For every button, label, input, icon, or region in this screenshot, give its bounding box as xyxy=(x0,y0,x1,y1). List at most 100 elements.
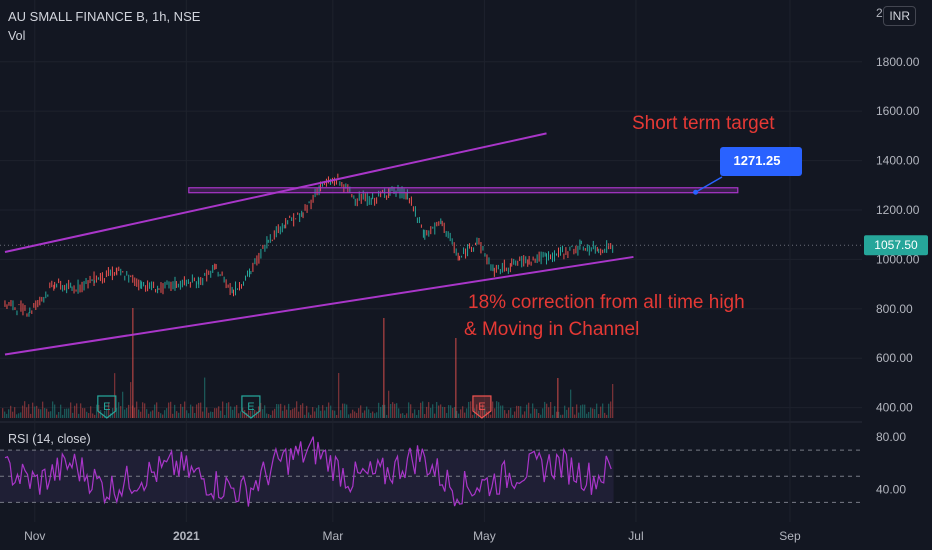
correction-text-line2[interactable]: & Moving in Channel xyxy=(464,319,639,340)
volume-bar xyxy=(262,409,264,418)
volume-bar xyxy=(122,391,124,418)
channel-upper-line[interactable] xyxy=(4,132,547,253)
volume-bar xyxy=(480,408,482,418)
volume-bar xyxy=(40,409,42,418)
volume-bar xyxy=(170,401,172,418)
volume-bar xyxy=(332,410,334,418)
earnings-marker[interactable] xyxy=(472,395,492,419)
volume-bar xyxy=(294,407,296,418)
volume-bar xyxy=(314,411,316,418)
volume-bar xyxy=(584,404,586,418)
volume-bar xyxy=(556,411,558,418)
volume-bar xyxy=(66,408,68,418)
volume-bar xyxy=(62,414,64,418)
volume-bar xyxy=(64,408,66,418)
rsi-legend-label[interactable]: RSI (14, close) xyxy=(8,432,91,446)
volume-bar xyxy=(232,409,234,418)
volume-bar xyxy=(84,408,86,418)
volume-bar xyxy=(448,405,450,418)
volume-bar xyxy=(406,413,408,418)
volume-bar xyxy=(418,410,420,418)
symbol-title[interactable]: AU SMALL FINANCE B, 1h, NSE xyxy=(8,9,201,24)
volume-bar xyxy=(356,412,358,418)
volume-bar xyxy=(118,402,120,418)
earnings-marker[interactable] xyxy=(241,395,261,419)
volume-bar xyxy=(408,402,410,418)
volume-bar xyxy=(164,410,166,418)
volume-bar xyxy=(12,411,14,418)
volume-bar xyxy=(218,406,220,418)
grid xyxy=(0,0,862,522)
volume-bar xyxy=(392,402,394,418)
volume-bar xyxy=(54,404,56,418)
volume-bar xyxy=(190,404,192,418)
volume-bar xyxy=(602,403,604,418)
short-term-target-text[interactable]: Short term target xyxy=(632,113,775,134)
target-price-label: 1271.25 xyxy=(734,153,781,168)
target-price-callout[interactable] xyxy=(720,147,802,176)
volume-bar xyxy=(36,405,38,418)
volume-bar xyxy=(104,410,106,418)
channel-lower-line[interactable] xyxy=(4,255,634,356)
volume-bar xyxy=(608,403,610,418)
volume-bar xyxy=(464,412,466,418)
volume-bar xyxy=(362,412,364,418)
price-axis-tick-label: 1400.00 xyxy=(876,154,920,168)
volume-spike xyxy=(132,308,134,418)
volume-bar xyxy=(238,413,240,418)
volume-bar xyxy=(94,414,96,418)
volume-bar xyxy=(518,405,520,418)
volume-bar xyxy=(520,406,522,418)
volume-bar xyxy=(370,412,372,418)
volume-legend[interactable]: Vol xyxy=(8,29,26,43)
volume-bar xyxy=(210,411,212,418)
volume-bar xyxy=(532,403,534,418)
earnings-marker[interactable] xyxy=(97,395,117,419)
volume-bar xyxy=(208,412,210,418)
volume-bar xyxy=(454,407,456,418)
volume-bar xyxy=(340,410,342,418)
last-price-tag-label: 1057.50 xyxy=(874,238,918,252)
volume-bar xyxy=(216,408,218,418)
time-axis-tick-label: 2021 xyxy=(173,529,200,543)
volume-bar xyxy=(562,414,564,418)
time-axis-tick-label: Jul xyxy=(628,529,643,543)
volume-bar xyxy=(244,410,246,418)
volume-bar xyxy=(100,409,102,418)
volume-bar xyxy=(554,406,556,418)
volume-bar xyxy=(394,403,396,418)
volume-bar xyxy=(612,383,614,418)
volume-bar xyxy=(174,404,176,418)
volume-bar xyxy=(182,406,184,418)
volume-bar xyxy=(468,401,470,418)
volume-bar xyxy=(56,414,58,418)
volume-bar xyxy=(146,409,148,418)
resistance-zone[interactable] xyxy=(188,187,739,194)
volume-bar xyxy=(458,413,460,418)
volume-bar xyxy=(240,411,242,418)
volume-bar xyxy=(172,413,174,418)
volume-bar xyxy=(590,407,592,418)
rsi-axis-tick-label: 40.00 xyxy=(876,482,906,496)
volume-bar xyxy=(26,407,28,418)
volume-bar xyxy=(214,408,216,418)
volume-bar xyxy=(442,406,444,418)
volume-bar xyxy=(300,404,302,418)
volume-bar xyxy=(452,407,454,418)
volume-bar xyxy=(128,404,130,418)
volume-bar xyxy=(548,407,550,418)
volume-bar xyxy=(76,403,78,418)
correction-text-line1[interactable]: 18% correction from all time high xyxy=(468,292,745,313)
volume-bar xyxy=(512,414,514,418)
volume-bar xyxy=(242,407,244,418)
volume-bar xyxy=(246,412,248,418)
volume-bar xyxy=(364,410,366,418)
volume-bar xyxy=(276,403,278,418)
volume-bar xyxy=(220,410,222,418)
volume-bar xyxy=(382,404,384,418)
volume-bar xyxy=(102,413,104,418)
currency-button[interactable]: INR xyxy=(883,6,916,26)
volume-bar xyxy=(488,411,490,418)
volume-bar xyxy=(158,411,160,418)
